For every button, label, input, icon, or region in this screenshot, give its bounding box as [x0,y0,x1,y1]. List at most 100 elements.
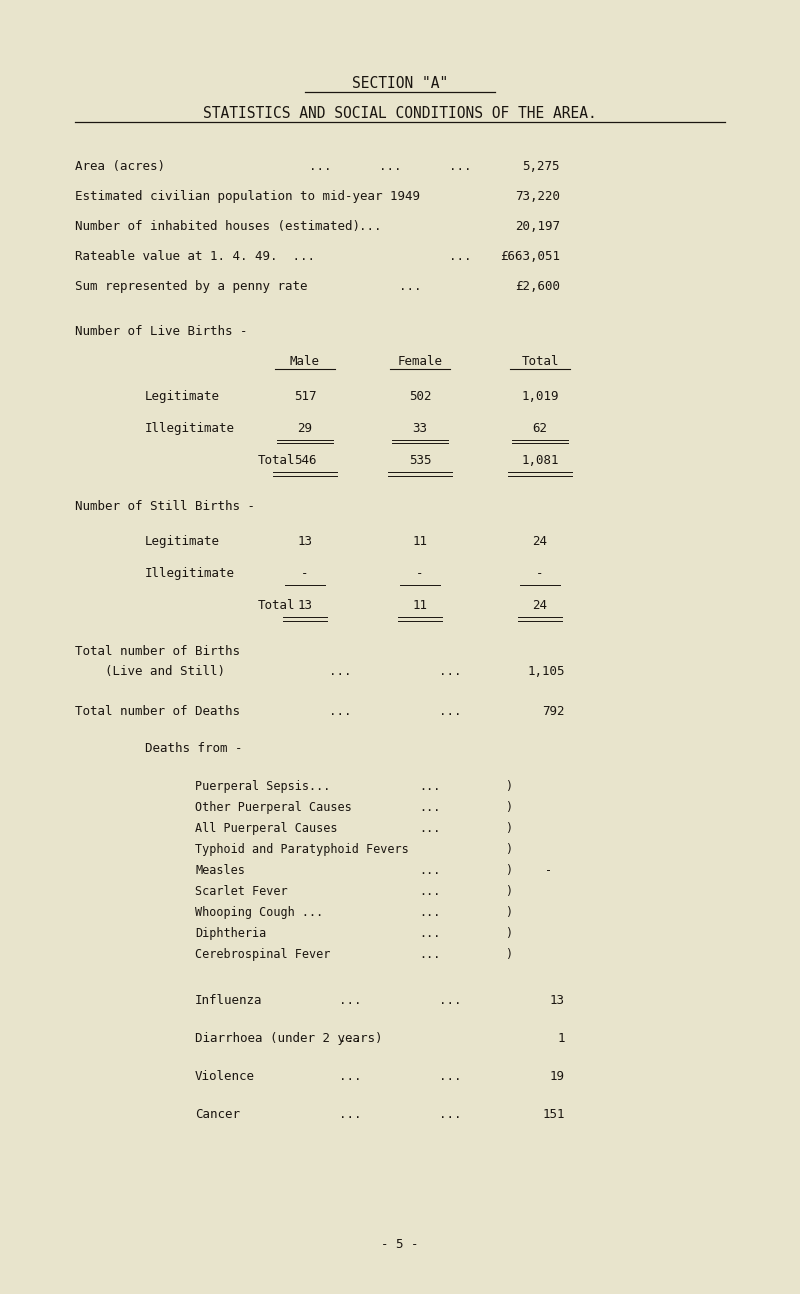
Text: 24: 24 [533,599,547,612]
Text: ): ) [505,864,512,877]
Text: £663,051: £663,051 [500,250,560,263]
Text: ): ) [505,949,512,961]
Text: Cancer: Cancer [195,1108,240,1121]
Text: ...: ... [449,250,471,263]
Text: Other Puerperal Causes: Other Puerperal Causes [195,801,352,814]
Text: Typhoid and Paratyphoid Fevers: Typhoid and Paratyphoid Fevers [195,842,409,857]
Text: 13: 13 [298,534,313,547]
Text: ...: ... [438,1108,462,1121]
Text: 11: 11 [413,599,427,612]
Text: 151: 151 [542,1108,565,1121]
Text: ): ) [505,780,512,793]
Text: Puerperal Sepsis...: Puerperal Sepsis... [195,780,330,793]
Text: 1,081: 1,081 [522,454,558,467]
Text: Illegitimate: Illegitimate [145,422,235,435]
Text: 13: 13 [298,599,313,612]
Text: 1,019: 1,019 [522,389,558,402]
Text: ): ) [505,842,512,857]
Text: Estimated civilian population to mid-year 1949: Estimated civilian population to mid-yea… [75,190,420,203]
Text: ): ) [505,885,512,898]
Text: ...: ... [419,780,441,793]
Text: ...: ... [438,665,462,678]
Text: 20,197: 20,197 [515,220,560,233]
Text: ...: ... [309,160,331,173]
Text: ...: ... [338,1108,362,1121]
Text: ...: ... [338,1070,362,1083]
Text: Area (acres): Area (acres) [75,160,165,173]
Text: ...: ... [358,220,382,233]
Text: Total: Total [258,454,295,467]
Text: Number of Live Births -: Number of Live Births - [75,325,247,338]
Text: Total: Total [258,599,295,612]
Text: Total number of Births: Total number of Births [75,644,240,659]
Text: Scarlet Fever: Scarlet Fever [195,885,288,898]
Text: -: - [545,864,552,877]
Text: ...: ... [338,1033,362,1046]
Text: 19: 19 [550,1070,565,1083]
Text: Diarrhoea (under 2 years): Diarrhoea (under 2 years) [195,1033,382,1046]
Text: All Puerperal Causes: All Puerperal Causes [195,822,338,835]
Text: Legitimate: Legitimate [145,389,220,402]
Text: Total number of Deaths: Total number of Deaths [75,705,240,718]
Text: - 5 -: - 5 - [382,1238,418,1251]
Text: ...: ... [449,160,471,173]
Text: Male: Male [290,355,320,367]
Text: 73,220: 73,220 [515,190,560,203]
Text: 11: 11 [413,534,427,547]
Text: Number of Still Births -: Number of Still Births - [75,499,255,512]
Text: 5,275: 5,275 [522,160,560,173]
Text: 1,105: 1,105 [527,665,565,678]
Text: 33: 33 [413,422,427,435]
Text: ...: ... [419,927,441,939]
Text: 502: 502 [409,389,431,402]
Text: 517: 517 [294,389,316,402]
Text: Sum represented by a penny rate: Sum represented by a penny rate [75,280,307,292]
Text: ...: ... [419,822,441,835]
Text: 24: 24 [533,534,547,547]
Text: ...: ... [338,994,362,1007]
Text: -: - [536,567,544,580]
Text: Legitimate: Legitimate [145,534,220,547]
Text: Cerebrospinal Fever: Cerebrospinal Fever [195,949,330,961]
Text: -: - [416,567,424,580]
Text: ...: ... [329,705,351,718]
Text: ...: ... [419,864,441,877]
Text: ...: ... [419,801,441,814]
Text: Total: Total [522,355,558,367]
Text: ...: ... [438,705,462,718]
Text: Measles: Measles [195,864,245,877]
Text: 13: 13 [550,994,565,1007]
Text: ...: ... [438,994,462,1007]
Text: Diphtheria: Diphtheria [195,927,266,939]
Text: Female: Female [398,355,442,367]
Text: -: - [302,567,309,580]
Text: 29: 29 [298,422,313,435]
Text: Violence: Violence [195,1070,255,1083]
Text: 546: 546 [294,454,316,467]
Text: Number of inhabited houses (estimated): Number of inhabited houses (estimated) [75,220,360,233]
Text: Illegitimate: Illegitimate [145,567,235,580]
Text: Whooping Cough ...: Whooping Cough ... [195,906,323,919]
Text: STATISTICS AND SOCIAL CONDITIONS OF THE AREA.: STATISTICS AND SOCIAL CONDITIONS OF THE … [203,106,597,122]
Text: 62: 62 [533,422,547,435]
Text: ): ) [505,906,512,919]
Text: ...: ... [419,885,441,898]
Text: £2,600: £2,600 [515,280,560,292]
Text: (Live and Still): (Live and Still) [105,665,225,678]
Text: ...: ... [329,665,351,678]
Text: Deaths from -: Deaths from - [145,741,242,754]
Text: 535: 535 [409,454,431,467]
Text: ): ) [505,801,512,814]
Text: SECTION "A": SECTION "A" [352,76,448,91]
Text: ...: ... [438,1070,462,1083]
Text: ...: ... [419,949,441,961]
Text: ...: ... [378,160,402,173]
Text: ): ) [505,927,512,939]
Text: 1: 1 [558,1033,565,1046]
Text: Influenza: Influenza [195,994,262,1007]
Text: ...: ... [398,280,422,292]
Text: ...: ... [419,906,441,919]
Text: Rateable value at 1. 4. 49.  ...: Rateable value at 1. 4. 49. ... [75,250,315,263]
Text: 792: 792 [542,705,565,718]
Text: ): ) [505,822,512,835]
